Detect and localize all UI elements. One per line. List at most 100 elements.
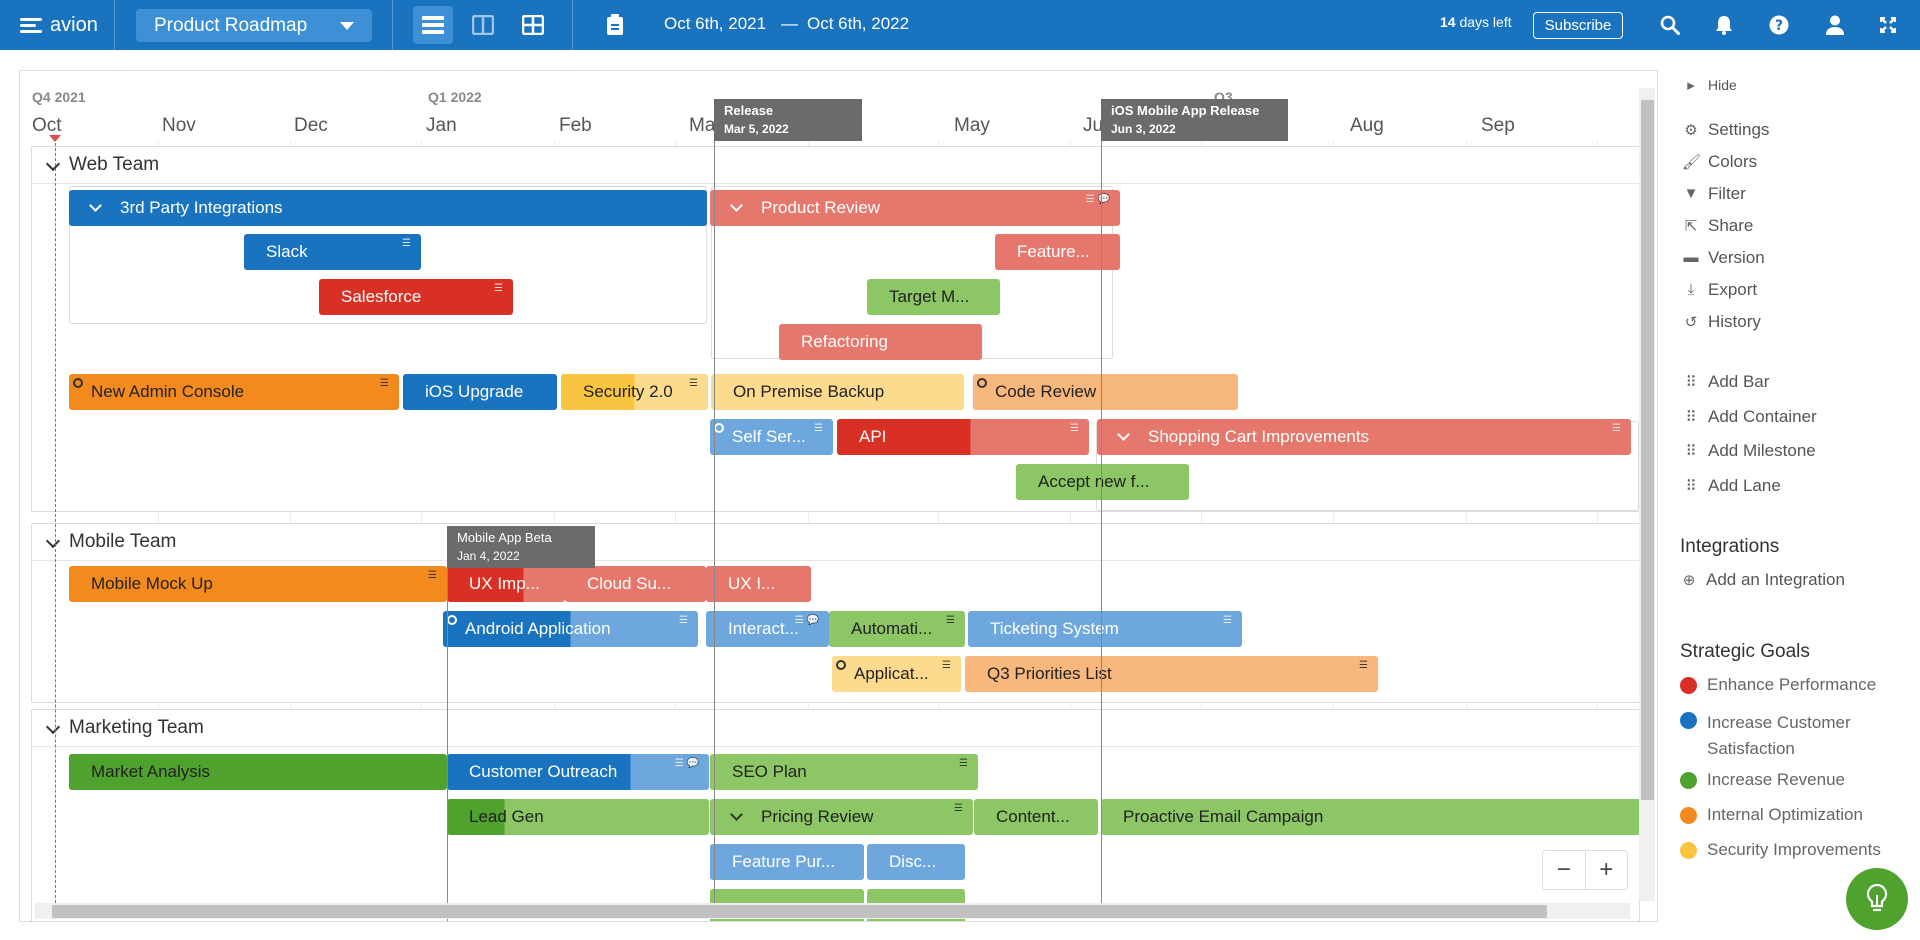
board-view-button[interactable] [463,6,503,44]
menu-icon[interactable]: ☰ [946,615,955,626]
bar-slack[interactable]: Slack ☰ [244,234,421,270]
goal-item[interactable]: Internal Optimization [1680,805,1863,825]
date-end[interactable]: Oct 6th, 2022 [807,14,910,33]
bar-cloud-support[interactable]: Cloud Su... [565,566,706,602]
scrollbar-thumb[interactable] [52,905,1547,918]
add-bar-button[interactable]: ⠿ Add Bar [1682,372,1770,392]
bar-ticketing-system[interactable]: Ticketing System ☰ [968,611,1242,647]
menu-icon[interactable]: ☰ 💬 [794,615,819,626]
clipboard-icon[interactable] [604,14,626,36]
bell-icon[interactable] [1713,14,1735,36]
bar-refactoring[interactable]: Refactoring [779,324,982,360]
bar-seo-plan[interactable]: SEO Plan ☰ [710,754,978,790]
lane-header[interactable]: Web Team [32,147,1639,184]
scrollbar-thumb[interactable] [1641,100,1654,800]
goal-item[interactable]: Increase Customer Satisfaction [1680,710,1900,762]
bar-self-service[interactable]: Self Ser... ☰ [710,419,833,455]
milestone-mobile-app-beta[interactable]: Mobile App Beta Jan 4, 2022 [447,526,595,568]
container-bar-pricing-review[interactable]: Pricing Review ☰ [710,799,973,835]
bar-automation[interactable]: Automati... ☰ [829,611,965,647]
menu-icon[interactable]: ☰ [1612,423,1621,434]
bar-lead-gen[interactable]: Lead Gen [447,799,709,835]
add-integration-button[interactable]: ⊕ Add an Integration [1680,570,1845,590]
fullscreen-icon[interactable] [1877,14,1899,36]
date-start[interactable]: Oct 6th, 2021 [664,14,767,33]
bar-content[interactable]: Content... [974,799,1098,835]
add-lane-button[interactable]: ⠿ Add Lane [1682,476,1781,496]
share-button[interactable]: ⇱ Share [1682,216,1754,236]
bar-feature[interactable]: Feature... [995,234,1120,270]
menu-icon[interactable]: ☰ [679,615,688,626]
bar-security-2-0[interactable]: Security 2.0 ☰ [561,374,708,410]
zoom-in-button[interactable]: + [1599,856,1614,883]
filter-button[interactable]: ▼ Filter [1682,184,1746,204]
lane-header[interactable]: Mobile Team [32,524,1639,561]
milestone-ios-mobile-app-release[interactable]: iOS Mobile App Release Jun 3, 2022 [1101,99,1288,141]
milestone-release[interactable]: Release Mar 5, 2022 [714,99,862,141]
vertical-scrollbar[interactable] [1639,88,1655,901]
chevron-down-icon[interactable] [1117,428,1130,441]
bar-on-premise-backup[interactable]: On Premise Backup [711,374,964,410]
menu-icon[interactable]: ☰ [954,803,963,814]
search-icon[interactable] [1659,14,1681,36]
settings-button[interactable]: ⚙ Settings [1682,120,1769,140]
chevron-down-icon[interactable] [730,199,743,212]
menu-icon[interactable]: ☰ [380,378,389,389]
chevron-down-icon[interactable] [45,719,61,735]
menu-icon[interactable]: ☰ [959,758,968,769]
menu-icon[interactable]: ☰ 💬 [674,758,699,769]
timeline-view-button[interactable] [413,6,453,44]
dependency-handle[interactable] [714,423,724,433]
user-icon[interactable] [1824,14,1846,36]
grid-view-button[interactable] [513,6,553,44]
history-button[interactable]: ↺ History [1682,312,1761,332]
bar-customer-outreach[interactable]: Customer Outreach ☰ 💬 [447,754,709,790]
menu-icon[interactable]: ☰ [1223,615,1232,626]
menu-icon[interactable]: ☰ [494,283,503,294]
lane-header[interactable]: Marketing Team [32,710,1639,747]
subscribe-button[interactable]: Subscribe [1533,12,1623,39]
bar-ios-upgrade[interactable]: iOS Upgrade [403,374,557,410]
menu-icon[interactable]: ☰ [1070,423,1079,434]
menu-icon[interactable]: ☰ [814,423,823,434]
bar-android-application[interactable]: Android Application ☰ [443,611,698,647]
bar-target[interactable]: Target M... [867,279,1000,315]
zoom-out-button[interactable]: − [1543,851,1586,889]
bar-proactive-email-campaign[interactable]: Proactive Email Campaign [1101,799,1653,835]
menu-icon[interactable]: ☰ [1359,660,1368,671]
bar-salesforce[interactable]: Salesforce ☰ [319,279,513,315]
project-selector[interactable]: Product Roadmap [136,9,372,42]
bar-application[interactable]: Applicat... ☰ [832,656,961,692]
horizontal-scrollbar[interactable] [35,903,1630,919]
hide-panel-button[interactable]: ▸ Hide [1682,76,1737,94]
help-icon[interactable]: ? [1768,14,1790,36]
menu-icon[interactable]: ☰ 💬 [1085,194,1110,205]
bar-disc[interactable]: Disc... [867,844,965,880]
bar-code-review[interactable]: Code Review [973,374,1238,410]
bar-interactive[interactable]: Interact... ☰ 💬 [706,611,829,647]
container-bar-product-review[interactable]: Product Review ☰ 💬 [710,190,1120,226]
chevron-down-icon[interactable] [730,808,743,821]
bar-ux-improvements[interactable]: UX Imp... [447,566,565,602]
chevron-down-icon[interactable] [45,533,61,549]
container-bar-3rd-party-integrations[interactable]: 3rd Party Integrations [69,190,707,226]
bar-ux-i[interactable]: UX I... [706,566,811,602]
bar-mobile-mock-up[interactable]: Mobile Mock Up ☰ [69,566,447,602]
dependency-handle[interactable] [447,615,457,625]
dependency-handle[interactable] [977,378,987,388]
container-bar-shopping-cart[interactable]: Shopping Cart Improvements ☰ [1097,419,1631,455]
goal-item[interactable]: Enhance Performance [1680,675,1876,695]
app-logo[interactable]: avion [20,13,98,37]
dependency-handle[interactable] [73,378,83,388]
menu-icon[interactable]: ☰ [402,238,411,249]
bar-market-analysis[interactable]: Market Analysis [69,754,447,790]
version-button[interactable]: ▬ Version [1682,248,1765,268]
menu-icon[interactable]: ☰ [428,570,437,581]
add-container-button[interactable]: ⠿ Add Container [1682,407,1817,427]
colors-button[interactable]: 🖌 Colors [1682,152,1757,172]
bar-api[interactable]: API ☰ [837,419,1089,455]
chevron-down-icon[interactable] [89,199,102,212]
goal-item[interactable]: Security Improvements [1680,840,1881,860]
chevron-down-icon[interactable] [45,156,61,172]
dependency-handle[interactable] [836,660,846,670]
